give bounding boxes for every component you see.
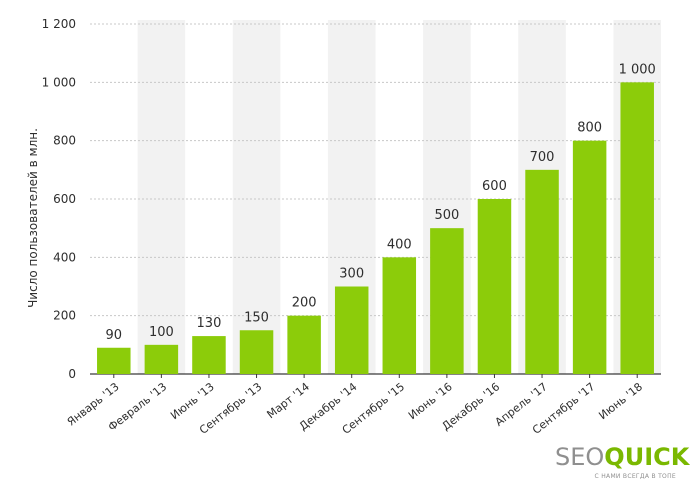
bar-value-label: 1 000: [619, 62, 656, 77]
data-labels: 90 100 130 150 200 300 400 500 600 700 800 1 000: [106, 62, 656, 342]
bar: [144, 344, 179, 374]
bar: [572, 140, 607, 374]
axes: [90, 373, 661, 378]
bar-value-label: 600: [482, 179, 507, 194]
bar: [525, 169, 559, 374]
grid-lines: [90, 23, 661, 317]
logo-wordmark: SEOQUICK: [555, 443, 691, 471]
x-tick-label: Март '14: [264, 380, 312, 421]
logo-quick-text: QUICK: [604, 443, 690, 471]
logo-tagline: С НАМИ ВСЕГДА В ТОПЕ: [595, 473, 676, 480]
bar: [620, 82, 654, 374]
y-tick-label: 1 000: [42, 75, 76, 89]
bars: [97, 82, 654, 374]
y-tick-label: 200: [53, 309, 76, 323]
bar-value-label: 500: [434, 208, 459, 223]
bar-value-label: 150: [244, 310, 269, 325]
y-tick-label: 600: [53, 192, 76, 206]
seoquick-logo: SEOQUICK С НАМИ ВСЕГДА В ТОПЕ: [555, 443, 691, 480]
y-tick-label: 0: [68, 367, 76, 381]
bar: [382, 257, 417, 374]
column-shade: [232, 20, 281, 374]
bar-value-label: 800: [577, 121, 602, 136]
bar: [97, 347, 131, 374]
x-tick-label: Июнь '18: [596, 380, 645, 422]
bar-value-label: 100: [149, 325, 174, 340]
bar: [192, 336, 226, 374]
y-tick-label: 400: [53, 250, 76, 264]
bar-value-label: 400: [387, 237, 412, 252]
bar-value-label: 130: [197, 316, 222, 331]
logo-seo-text: SEO: [555, 443, 604, 471]
bar-value-label: 700: [530, 150, 555, 165]
bar: [287, 315, 321, 374]
bar-value-label: 300: [339, 267, 364, 282]
bar: [430, 228, 464, 374]
column-shade: [137, 20, 186, 374]
bar-value-label: 200: [292, 296, 317, 311]
bar: [477, 199, 512, 374]
y-axis-label: Число пользователей в млн.: [26, 128, 40, 308]
y-tick-label: 800: [53, 134, 76, 148]
bar-value-label: 90: [106, 328, 123, 343]
bar: [334, 286, 369, 374]
bar: [239, 330, 274, 374]
y-tick-label: 1 200: [42, 17, 76, 31]
